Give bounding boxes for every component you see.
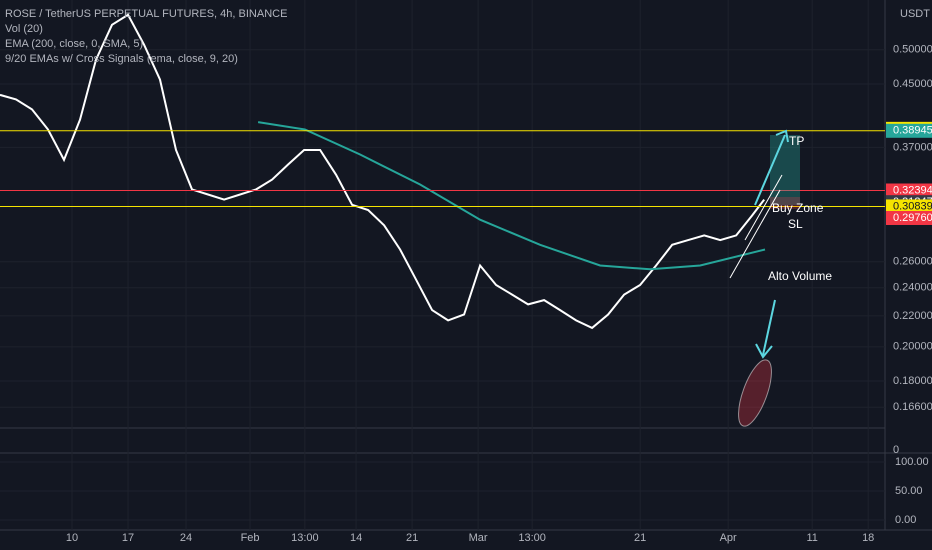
y-tick-label: 0.16600 [893, 401, 932, 413]
y-tick-label: 0.45000 [893, 78, 932, 90]
indicator: Vol (20) [5, 23, 43, 35]
price-label-bg [886, 183, 932, 198]
price-line [257, 121, 766, 271]
x-tick-label: 13:00 [291, 532, 319, 544]
arrow-head [755, 343, 773, 359]
x-tick-label: 24 [180, 532, 192, 544]
price-label: 0.32394 [893, 184, 932, 196]
annotation: Buy Zone [772, 201, 824, 215]
indicator: 9/20 EMAs w/ Cross Signals (ema, close, … [5, 53, 238, 65]
volume-arrow [762, 299, 776, 356]
y-tick-label: 0 [893, 444, 899, 456]
indicator: EMA (200, close, 0, SMA, 5) [5, 38, 143, 50]
trend-line [729, 189, 781, 279]
x-tick-label: 10 [66, 532, 78, 544]
price-label: 0.38945 [893, 125, 932, 137]
price-label-bg [886, 199, 932, 214]
y-tick-label: 100.00 [895, 456, 929, 468]
annotation: SL [788, 217, 803, 231]
x-tick-label: 21 [634, 532, 646, 544]
tp-arrow [754, 134, 786, 206]
price-label-bg [886, 123, 932, 138]
arrow-head [775, 129, 789, 143]
price-label: 0.30839 [893, 200, 932, 212]
y-tick-label: 0.00 [895, 514, 916, 526]
y-tick-label: 50.00 [895, 485, 923, 497]
y-tick-label: 0.20000 [893, 341, 932, 353]
y-tick-label: 0.26000 [893, 256, 932, 268]
annotation: Alto Volume [768, 269, 832, 283]
y-tick-label: 0.24000 [893, 282, 932, 294]
x-tick-label: Feb [241, 532, 260, 544]
x-tick-label: Mar [469, 532, 488, 544]
currency: USDT [900, 8, 930, 20]
price-label: 0.29760 [893, 212, 932, 224]
x-tick-label: 21 [406, 532, 418, 544]
y-tick-label: 0.37000 [893, 141, 932, 153]
y-tick-label: 0.50000 [893, 44, 932, 56]
marks [0, 13, 885, 330]
y-tick-label: 0.18000 [893, 375, 932, 387]
sl-zone [770, 197, 800, 209]
x-tick-label: 14 [350, 532, 362, 544]
trend-line [744, 174, 783, 241]
chart-title: ROSE / TetherUS PERPETUAL FUTURES, 4h, B… [5, 8, 287, 20]
x-tick-label: Apr [720, 532, 737, 544]
volume-highlight [738, 359, 772, 427]
x-tick-label: 13:00 [518, 532, 546, 544]
price-line [0, 13, 765, 330]
x-tick-label: 18 [862, 532, 874, 544]
tp-zone [770, 135, 800, 205]
y-tick-label: 0.22000 [893, 310, 932, 322]
annotation: TP [789, 134, 804, 148]
price-label-bg [886, 210, 932, 225]
x-tick-label: 11 [806, 532, 817, 544]
x-tick-label: 17 [122, 532, 134, 544]
